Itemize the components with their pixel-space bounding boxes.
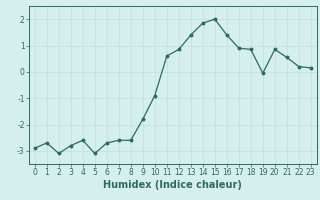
X-axis label: Humidex (Indice chaleur): Humidex (Indice chaleur) — [103, 180, 242, 190]
